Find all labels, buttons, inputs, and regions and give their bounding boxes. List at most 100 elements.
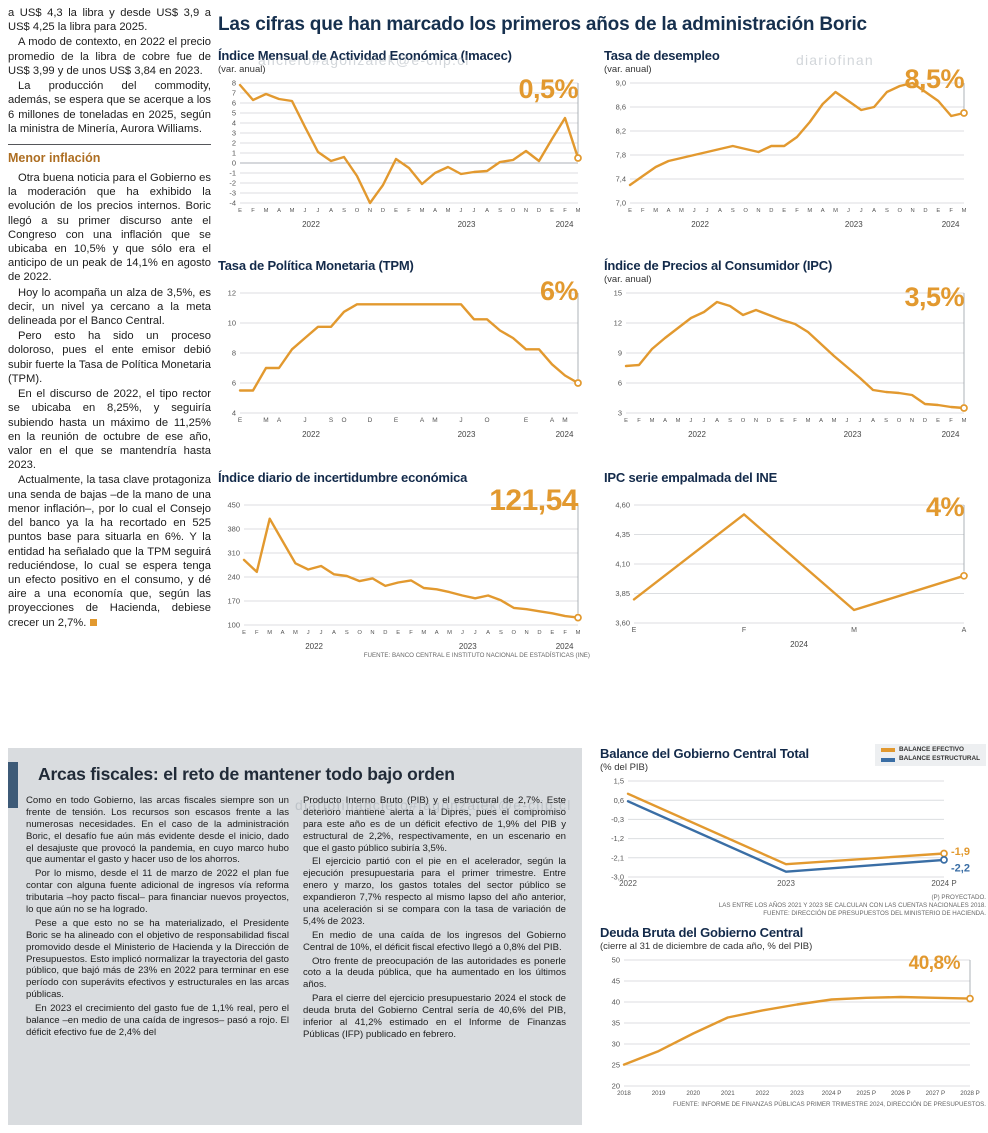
svg-text:J: J: [860, 208, 863, 214]
svg-text:M: M: [264, 208, 269, 214]
svg-text:-4: -4: [229, 199, 236, 208]
fiscal-section: Arcas fiscales: el reto de mantener todo…: [8, 748, 582, 1125]
svg-text:3: 3: [618, 409, 622, 418]
svg-text:2019: 2019: [652, 1090, 666, 1097]
svg-text:100: 100: [227, 621, 240, 630]
legend-swatch-efectivo: [881, 748, 896, 753]
svg-text:6: 6: [232, 99, 236, 108]
svg-text:N: N: [756, 208, 760, 214]
svg-text:J: J: [474, 630, 477, 636]
svg-text:4,35: 4,35: [615, 530, 630, 539]
svg-text:-2,2: -2,2: [951, 862, 970, 874]
chart-subtitle: (var. anual): [604, 274, 652, 285]
svg-text:6: 6: [232, 379, 236, 388]
paragraph: La producción del commodity, además, se …: [8, 80, 211, 135]
chart-highlight-value: 8,5%: [904, 64, 964, 94]
svg-text:A: A: [550, 417, 555, 424]
svg-text:E: E: [624, 418, 628, 424]
svg-text:-2,1: -2,1: [611, 853, 624, 862]
svg-text:A: A: [281, 630, 285, 636]
paragraph: Pese a que esto no se ha materializado, …: [26, 917, 289, 1001]
svg-text:J: J: [706, 208, 709, 214]
svg-text:J: J: [846, 418, 849, 424]
svg-text:D: D: [381, 208, 385, 214]
svg-text:F: F: [742, 627, 746, 634]
svg-text:-3,0: -3,0: [611, 873, 624, 882]
svg-text:M: M: [421, 630, 426, 636]
svg-text:2024: 2024: [942, 430, 960, 439]
chart-title: IPC serie empalmada del INE: [604, 470, 778, 485]
svg-text:M: M: [420, 208, 425, 214]
chart-source: FUENTE: BANCO CENTRAL E INSTITUTO NACION…: [363, 652, 590, 659]
svg-text:J: J: [304, 208, 307, 214]
svg-text:M: M: [806, 418, 811, 424]
svg-text:M: M: [576, 630, 581, 636]
svg-text:D: D: [368, 417, 373, 424]
svg-text:2020: 2020: [686, 1090, 700, 1097]
svg-text:2027 P: 2027 P: [926, 1090, 946, 1097]
svg-text:A: A: [277, 417, 282, 424]
svg-text:30: 30: [612, 1040, 620, 1049]
chart-title: Balance del Gobierno Central Total: [600, 746, 809, 761]
svg-text:-1: -1: [229, 169, 236, 178]
svg-text:N: N: [524, 208, 528, 214]
svg-text:S: S: [885, 208, 889, 214]
svg-text:A: A: [667, 208, 671, 214]
svg-text:0,6: 0,6: [614, 796, 624, 805]
line-chart: 450 380 310 240 170 100 E F M A M J J A S O N D E F M A M J J A S O…: [218, 499, 590, 651]
svg-text:2023: 2023: [459, 642, 477, 651]
svg-text:20: 20: [612, 1082, 620, 1091]
svg-text:9,0: 9,0: [616, 79, 626, 88]
svg-text:45: 45: [612, 977, 620, 986]
legend-swatch-estructural: [881, 757, 896, 762]
svg-text:2022: 2022: [756, 1090, 770, 1097]
svg-text:F: F: [637, 418, 641, 424]
chart-highlight-value: 121,54: [489, 484, 578, 517]
svg-text:J: J: [693, 208, 696, 214]
svg-text:A: A: [819, 418, 823, 424]
svg-text:A: A: [433, 208, 437, 214]
svg-text:J: J: [460, 208, 463, 214]
svg-text:O: O: [484, 417, 489, 424]
svg-text:2024: 2024: [556, 220, 574, 229]
svg-text:1,5: 1,5: [614, 777, 624, 786]
svg-text:310: 310: [227, 549, 240, 558]
svg-text:450: 450: [227, 501, 240, 510]
svg-text:S: S: [345, 630, 349, 636]
svg-text:F: F: [795, 208, 799, 214]
svg-text:N: N: [911, 208, 915, 214]
svg-text:M: M: [267, 630, 272, 636]
svg-text:M: M: [447, 630, 452, 636]
svg-text:2025 P: 2025 P: [856, 1090, 876, 1097]
svg-text:J: J: [473, 208, 476, 214]
svg-text:-1,2: -1,2: [611, 834, 624, 843]
svg-text:E: E: [550, 630, 554, 636]
legend-item-efectivo: BALANCE EFECTIVO: [881, 746, 980, 753]
svg-text:A: A: [715, 418, 719, 424]
svg-text:M: M: [653, 208, 658, 214]
svg-text:J: J: [461, 630, 464, 636]
svg-text:J: J: [320, 630, 323, 636]
svg-text:J: J: [703, 418, 706, 424]
chart-legend: BALANCE EFECTIVO BALANCE ESTRUCTURAL: [875, 744, 986, 766]
svg-text:O: O: [511, 208, 516, 214]
chart-title: Índice de Precios al Consumidor (IPC): [604, 258, 833, 273]
svg-text:2024: 2024: [790, 640, 808, 649]
svg-text:M: M: [832, 418, 837, 424]
svg-text:E: E: [936, 418, 940, 424]
article-paragraphs-top: a US$ 4,3 la libra y desde US$ 3,9 a US$…: [8, 6, 211, 136]
legend-label: BALANCE ESTRUCTURAL: [899, 755, 980, 763]
svg-text:A: A: [872, 208, 876, 214]
svg-text:2028 P: 2028 P: [960, 1090, 980, 1097]
svg-text:F: F: [251, 208, 255, 214]
svg-text:M: M: [962, 208, 967, 214]
svg-text:A: A: [435, 630, 439, 636]
svg-text:S: S: [884, 418, 888, 424]
svg-text:S: S: [329, 417, 334, 424]
svg-text:M: M: [679, 208, 684, 214]
chart-title: Índice Mensual de Actividad Económica (I…: [218, 48, 512, 63]
svg-text:2024: 2024: [556, 642, 574, 651]
paragraph: LAS ENTRE LOS AÑOS 2021 Y 2023 SE CALCUL…: [718, 901, 986, 909]
chart-highlight-value: 3,5%: [904, 282, 964, 312]
svg-text:J: J: [847, 208, 850, 214]
